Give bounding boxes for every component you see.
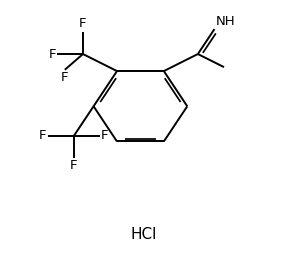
Text: F: F <box>79 17 87 30</box>
Text: HCl: HCl <box>130 227 157 242</box>
Text: F: F <box>101 129 109 142</box>
Text: F: F <box>61 71 69 84</box>
Text: F: F <box>70 160 78 173</box>
Text: F: F <box>48 47 56 60</box>
Text: F: F <box>39 129 47 142</box>
Text: NH: NH <box>216 15 236 28</box>
